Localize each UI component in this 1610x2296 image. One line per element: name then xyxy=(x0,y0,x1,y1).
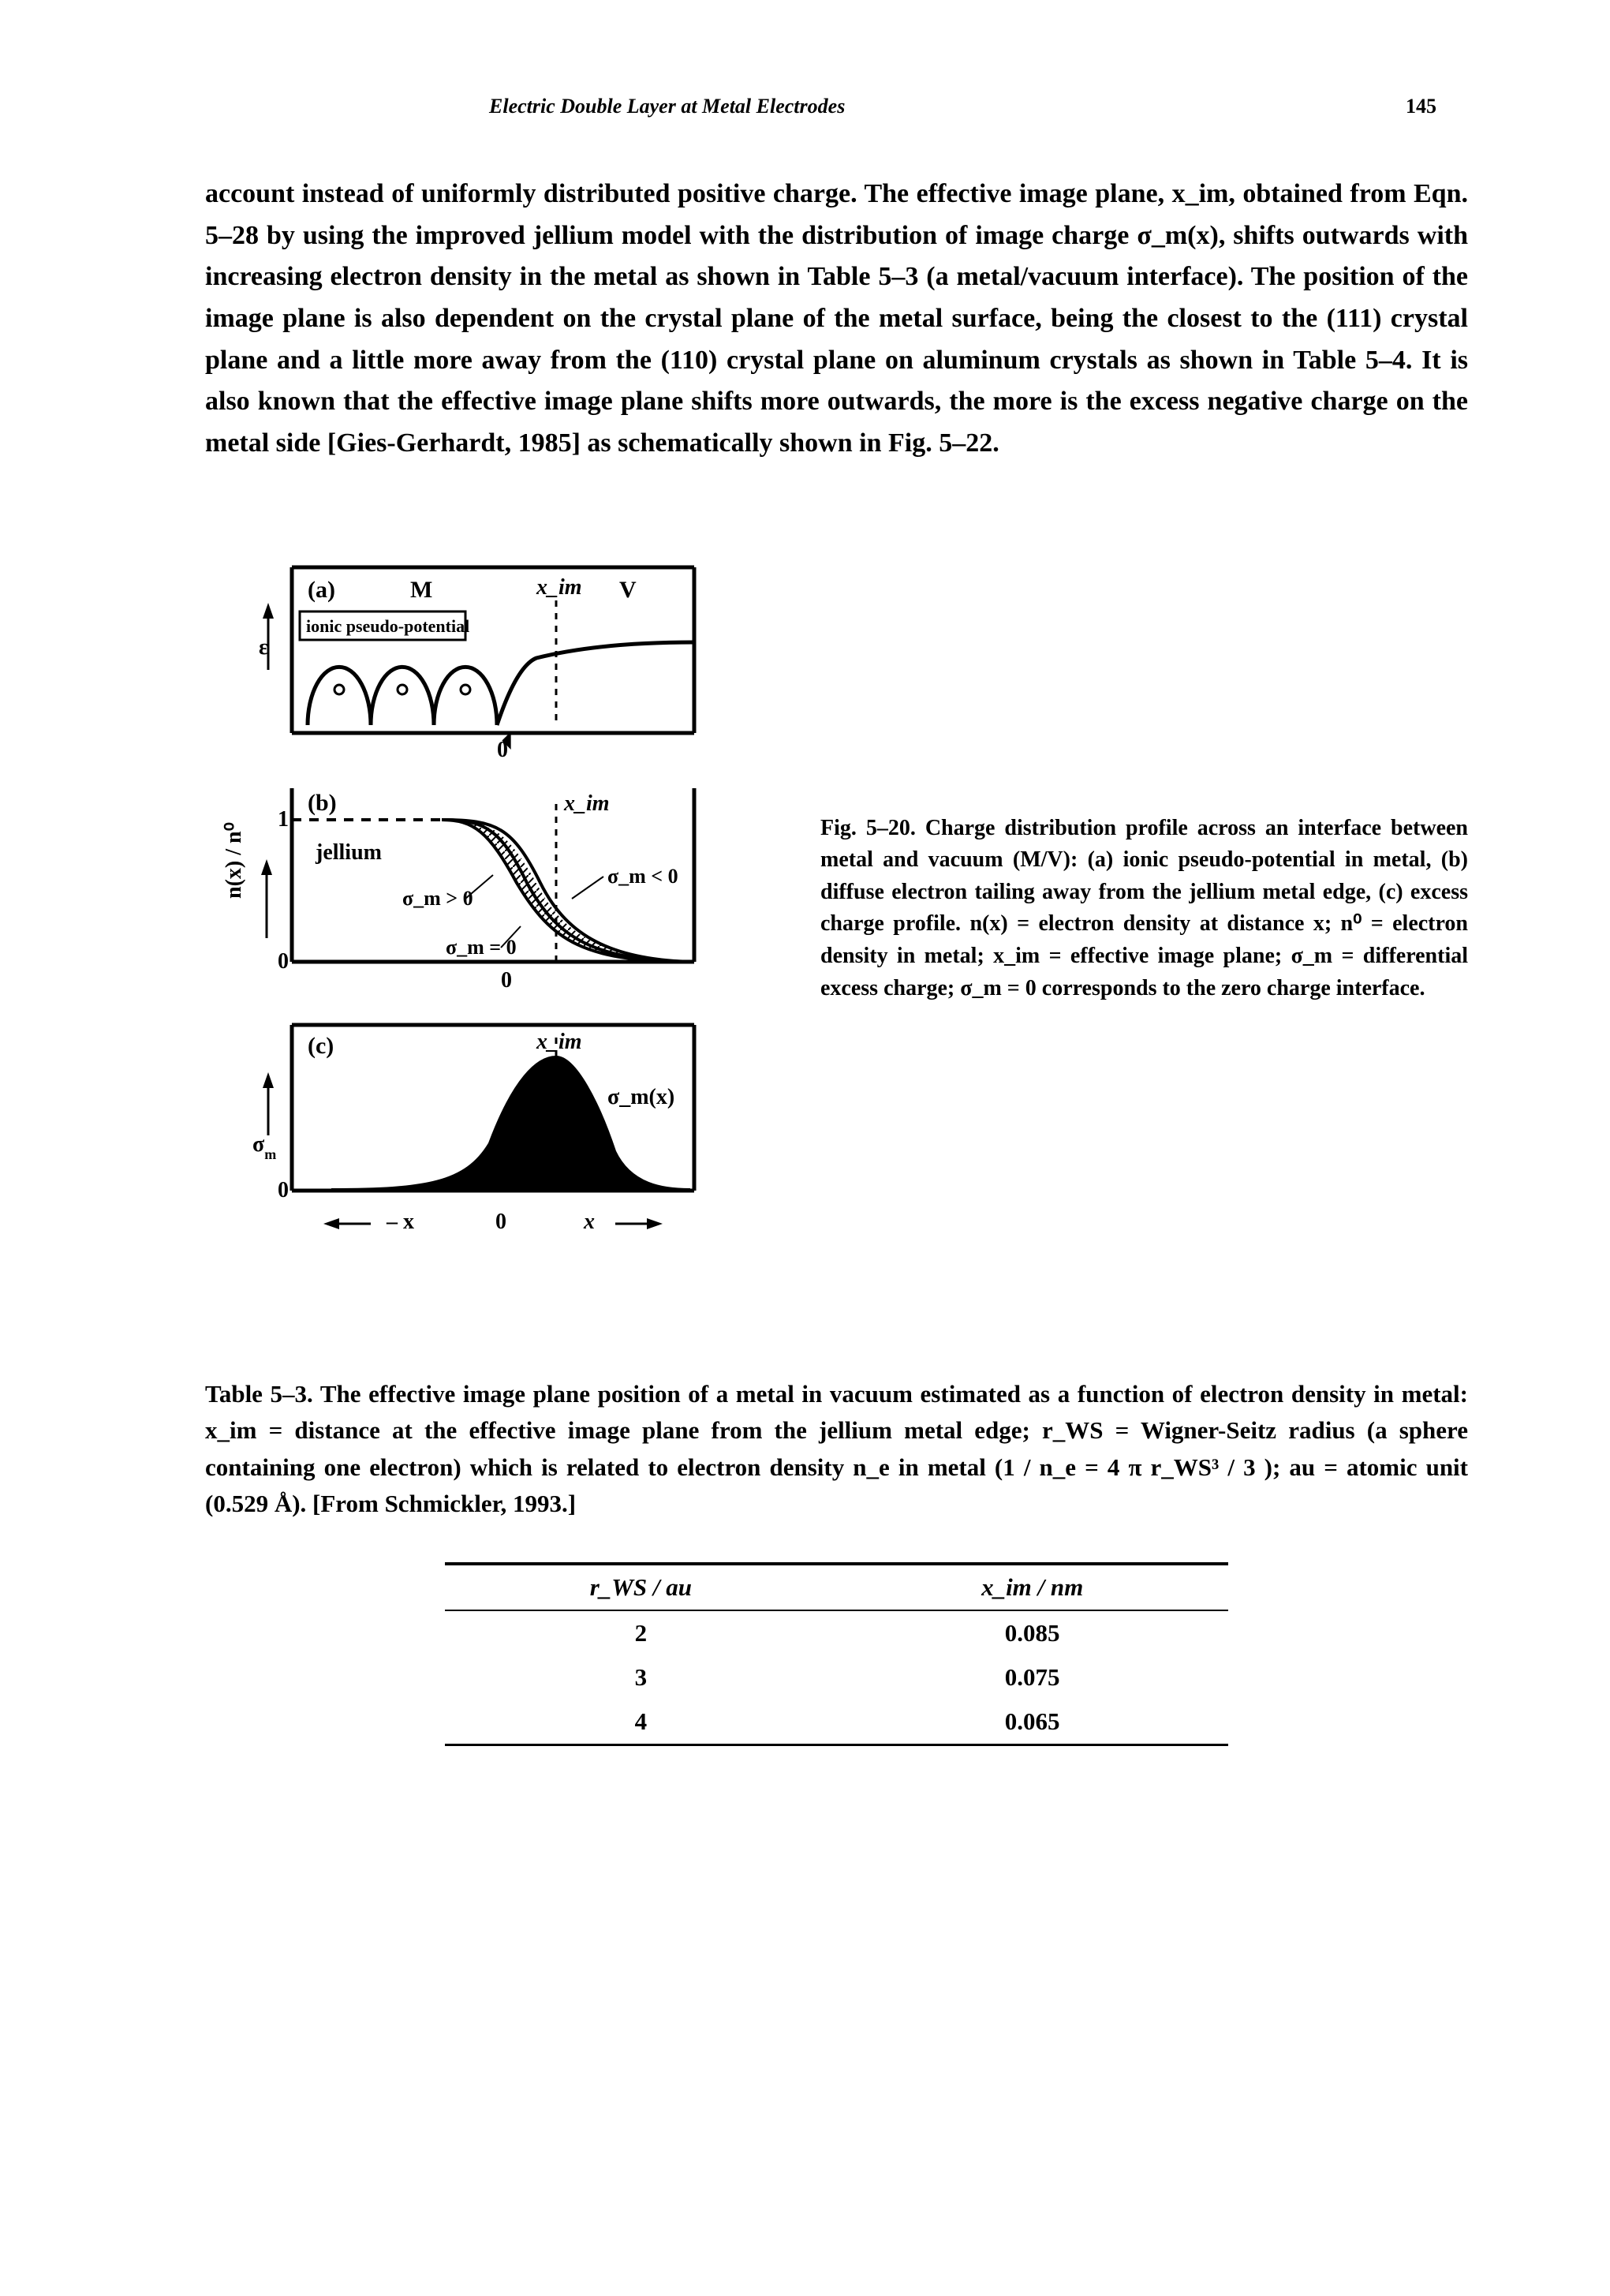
svg-text:1: 1 xyxy=(278,807,289,832)
body-paragraph: account instead of uniformly distributed… xyxy=(205,174,1468,465)
svg-text:x: x xyxy=(583,1210,595,1234)
table-row: 4 0.065 xyxy=(445,1700,1228,1745)
svg-text:(a): (a) xyxy=(308,577,335,603)
svg-text:jellium: jellium xyxy=(315,840,382,865)
table-5-3: r_WS / au x_im / nm 2 0.085 3 0.075 4 0.… xyxy=(445,1562,1228,1746)
svg-text:σ_m < 0: σ_m < 0 xyxy=(607,865,678,888)
figure-block: ε (a) M V x_im ionic pseudo-potential xyxy=(205,536,1468,1281)
svg-text:σ_m > 0: σ_m > 0 xyxy=(402,887,473,910)
table-row: 3 0.075 xyxy=(445,1655,1228,1700)
svg-text:σm: σm xyxy=(252,1132,276,1162)
panel-a: ε (a) M V x_im ionic pseudo-potential xyxy=(259,567,694,762)
figure-label: Fig. 5–20. xyxy=(820,816,916,840)
figure-5-20: ε (a) M V x_im ionic pseudo-potential xyxy=(205,536,773,1281)
svg-text:x_im: x_im xyxy=(536,1030,582,1054)
panel-b: 1 0 (b) jellium n(x) / n⁰ x_im xyxy=(222,788,694,993)
svg-text:– x: – x xyxy=(386,1210,414,1234)
table-row: 2 0.085 xyxy=(445,1610,1228,1655)
svg-text:x_im: x_im xyxy=(563,791,610,816)
svg-text:n(x) / n⁰: n(x) / n⁰ xyxy=(222,822,246,899)
svg-text:0: 0 xyxy=(278,1178,289,1202)
svg-text:σ_m(x): σ_m(x) xyxy=(607,1085,674,1109)
svg-text:M: M xyxy=(410,577,432,603)
svg-text:V: V xyxy=(619,577,637,603)
svg-text:0: 0 xyxy=(495,1210,506,1234)
table-caption-text: The effective image plane position of a … xyxy=(205,1380,1468,1518)
svg-text:(b): (b) xyxy=(308,790,337,816)
svg-text:0: 0 xyxy=(501,968,512,993)
svg-text:ε: ε xyxy=(259,635,268,660)
svg-text:0: 0 xyxy=(278,949,289,974)
svg-text:ionic pseudo-potential: ionic pseudo-potential xyxy=(306,616,469,636)
running-header: Electric Double Layer at Metal Electrode… xyxy=(205,95,1468,118)
running-title: Electric Double Layer at Metal Electrode… xyxy=(489,95,845,118)
table-col2-head: x_im / nm xyxy=(837,1564,1228,1610)
figure-caption-text: Charge distribution profile across an in… xyxy=(820,816,1468,1000)
table-col1-head: r_WS / au xyxy=(445,1564,836,1610)
figure-caption: Fig. 5–20. Charge distribution profile a… xyxy=(820,813,1468,1005)
panel-c: (c) σm 0 x_im σ_m(x) 0 – x x xyxy=(252,1025,694,1234)
svg-text:σ_m = 0: σ_m = 0 xyxy=(446,936,517,959)
svg-text:(c): (c) xyxy=(308,1033,334,1059)
table-label: Table 5–3. xyxy=(205,1380,313,1408)
svg-text:x_im: x_im xyxy=(536,575,582,600)
table-caption: Table 5–3. The effective image plane pos… xyxy=(205,1376,1468,1523)
page-number: 145 xyxy=(1406,95,1436,118)
